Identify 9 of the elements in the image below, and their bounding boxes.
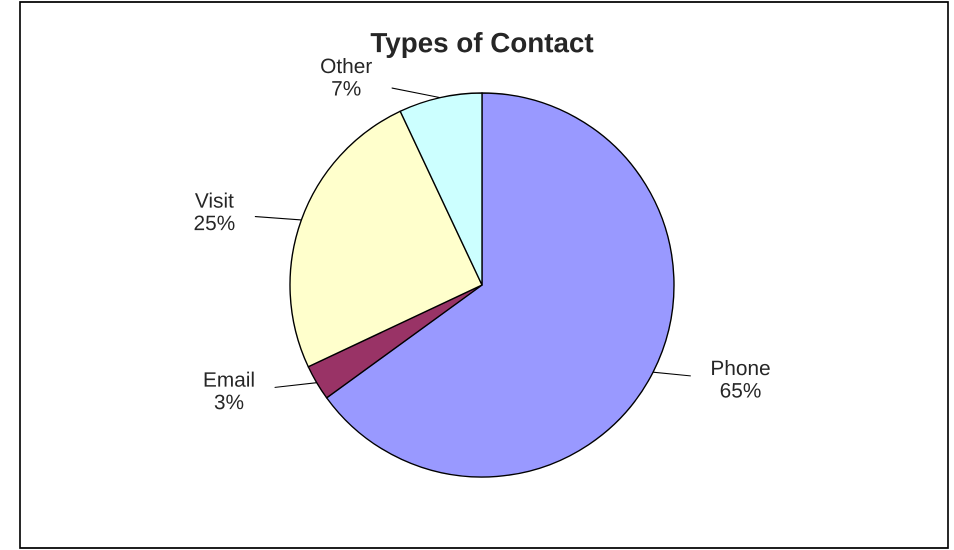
data-label: 65% xyxy=(720,382,761,398)
slice-label: Email xyxy=(204,372,254,387)
slice-label: Visit xyxy=(194,192,234,208)
data-label: 3% xyxy=(214,394,244,410)
data-label: 25% xyxy=(194,216,234,230)
chart-title: Types of Contact xyxy=(370,32,594,58)
data-label: 7% xyxy=(332,81,361,96)
slice-label: Other xyxy=(321,58,372,74)
slice-label: Phone xyxy=(712,360,770,376)
